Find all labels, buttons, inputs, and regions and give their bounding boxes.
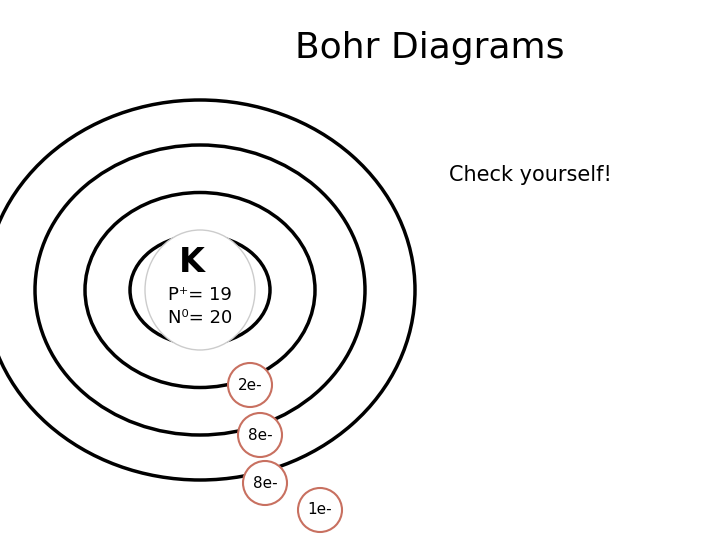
Text: Bohr Diagrams: Bohr Diagrams (295, 31, 564, 65)
Text: P⁺= 19: P⁺= 19 (168, 286, 232, 304)
Circle shape (238, 413, 282, 457)
Text: 2e-: 2e- (238, 377, 262, 393)
Circle shape (243, 461, 287, 505)
Text: 8e-: 8e- (248, 428, 272, 442)
Text: 1e-: 1e- (307, 503, 333, 517)
Ellipse shape (130, 235, 270, 345)
Ellipse shape (35, 145, 365, 435)
Text: 8e-: 8e- (253, 476, 277, 490)
Circle shape (228, 363, 272, 407)
Text: Check yourself!: Check yourself! (449, 165, 611, 185)
Circle shape (298, 488, 342, 532)
Ellipse shape (85, 192, 315, 388)
Ellipse shape (145, 230, 255, 350)
Text: K: K (179, 246, 205, 279)
Ellipse shape (0, 100, 415, 480)
Text: N⁰= 20: N⁰= 20 (168, 309, 232, 327)
